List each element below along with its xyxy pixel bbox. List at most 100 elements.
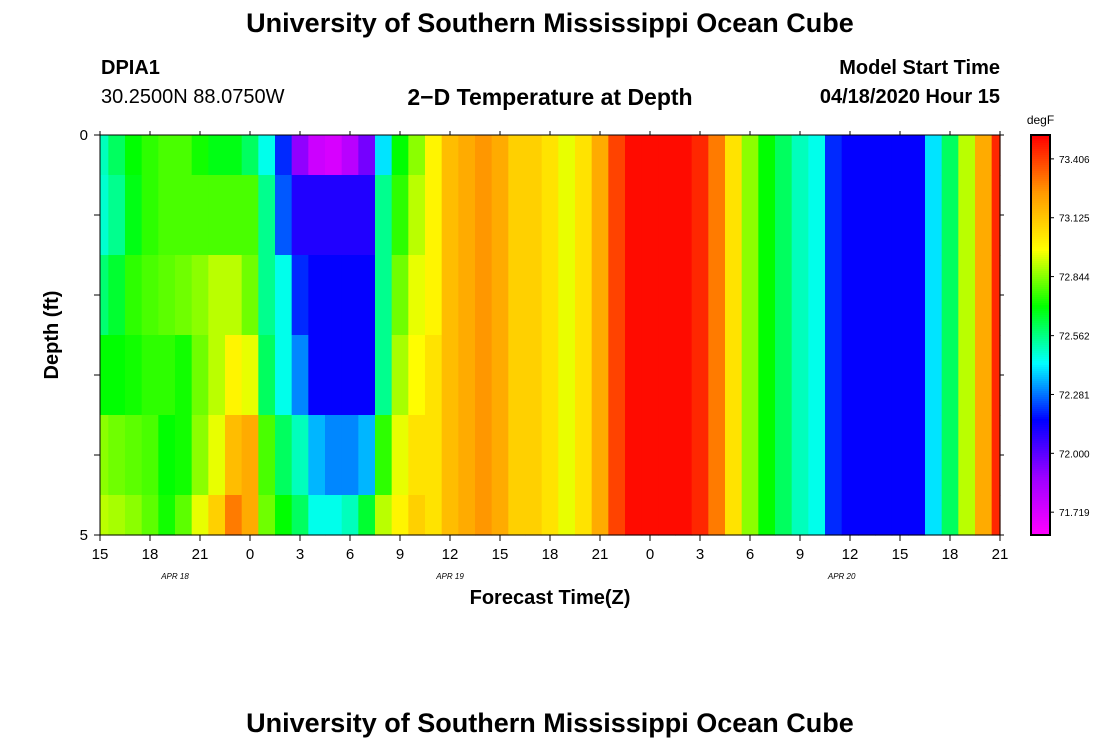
colorbar-band (1031, 255, 1050, 258)
heatmap-cell (825, 175, 843, 256)
colorbar-band (1031, 181, 1050, 184)
heatmap-cell (375, 135, 393, 176)
heatmap-cell (925, 175, 943, 256)
heatmap-cell (741, 335, 759, 416)
heatmap-cell (391, 335, 409, 416)
model-start-value: 04/18/2020 Hour 15 (819, 86, 1000, 108)
heatmap-cell (325, 255, 343, 336)
colorbar-band (1031, 189, 1050, 192)
heatmap-cell (141, 495, 159, 536)
colorbar-band (1031, 385, 1050, 388)
heatmap-cell (741, 135, 759, 176)
colorbar-band (1031, 153, 1050, 156)
heatmap-cell (325, 415, 343, 496)
heatmap-cell (241, 255, 259, 336)
colorbar-band (1031, 429, 1050, 432)
heatmap-cell (975, 175, 993, 256)
colorbar-band (1031, 379, 1050, 382)
heatmap-cell (641, 495, 659, 536)
colorbar-band (1031, 207, 1050, 210)
heatmap-cell (775, 415, 793, 496)
colorbar-band (1031, 387, 1050, 390)
colorbar-band (1031, 507, 1050, 510)
heatmap-cell (608, 495, 626, 536)
heatmap-cell (908, 255, 926, 336)
heatmap-cell (608, 415, 626, 496)
heatmap-cell (541, 495, 559, 536)
heatmap-cell (458, 495, 476, 536)
colorbar-band (1031, 413, 1050, 416)
colorbar-band (1031, 233, 1050, 236)
heatmap-cell (858, 175, 876, 256)
heatmap-cell (875, 175, 893, 256)
heatmap-cell (908, 495, 926, 536)
colorbar-band (1031, 319, 1050, 322)
heatmap-cell (241, 135, 259, 176)
heatmap-cell (441, 415, 459, 496)
heatmap-cell (941, 255, 959, 336)
colorbar-band (1031, 187, 1050, 190)
x-tick-label: 21 (192, 546, 209, 563)
heatmap-cell (991, 175, 1001, 256)
colorbar-band (1031, 411, 1050, 414)
colorbar-band (1031, 309, 1050, 312)
heatmap-cell (508, 495, 526, 536)
colorbar-band (1031, 425, 1050, 428)
heatmap-cell (475, 175, 493, 256)
heatmap-cell (875, 495, 893, 536)
colorbar-band (1031, 481, 1050, 484)
heatmap-cell (441, 335, 459, 416)
colorbar-band (1031, 359, 1050, 362)
colorbar-band (1031, 247, 1050, 250)
heatmap-cell (675, 175, 693, 256)
colorbar-band (1031, 213, 1050, 216)
heatmap-cell (275, 415, 293, 496)
x-tick-label: 0 (246, 546, 254, 563)
heatmap-cell (175, 335, 193, 416)
heatmap-cell (875, 135, 893, 176)
heatmap-cell (891, 255, 909, 336)
heatmap-cell (775, 175, 793, 256)
heatmap-cell (991, 255, 1001, 336)
colorbar-band (1031, 327, 1050, 330)
colorbar-band (1031, 347, 1050, 350)
heatmap-cell (375, 415, 393, 496)
colorbar-band (1031, 439, 1050, 442)
heatmap-cell (558, 135, 576, 176)
heatmap-cell (408, 335, 426, 416)
heatmap-cell (625, 175, 643, 256)
heatmap-cell (925, 415, 943, 496)
heatmap-cell (475, 335, 493, 416)
heatmap-cell (491, 255, 509, 336)
colorbar-band (1031, 483, 1050, 486)
colorbar-band (1031, 201, 1050, 204)
x-tick-label: 15 (92, 546, 109, 563)
colorbar-band (1031, 415, 1050, 418)
colorbar-band (1031, 203, 1050, 206)
colorbar-band (1031, 159, 1050, 162)
colorbar-band (1031, 167, 1050, 170)
colorbar-band (1031, 193, 1050, 196)
heatmap-cell (341, 335, 359, 416)
heatmap-cell (791, 175, 809, 256)
heatmap-cell (941, 415, 959, 496)
heatmap-cell (291, 415, 309, 496)
heatmap-cell (775, 255, 793, 336)
colorbar-band (1031, 141, 1050, 144)
heatmap-cell (741, 495, 759, 536)
heatmap-cell (141, 135, 159, 176)
colorbar-band (1031, 373, 1050, 376)
heatmap-cell (291, 175, 309, 256)
heatmap-cell (375, 255, 393, 336)
heatmap-cell (575, 415, 593, 496)
heatmap-cell (591, 175, 609, 256)
colorbar-band (1031, 499, 1050, 502)
colorbar-band (1031, 513, 1050, 516)
heatmap-cell (808, 415, 826, 496)
heatmap-cell (175, 175, 193, 256)
colorbar-band (1031, 363, 1050, 366)
heatmap-cell (658, 255, 676, 336)
chart-subtitle: 2−D Temperature at Depth (407, 84, 693, 110)
colorbar-band (1031, 357, 1050, 360)
colorbar-band (1031, 449, 1050, 452)
